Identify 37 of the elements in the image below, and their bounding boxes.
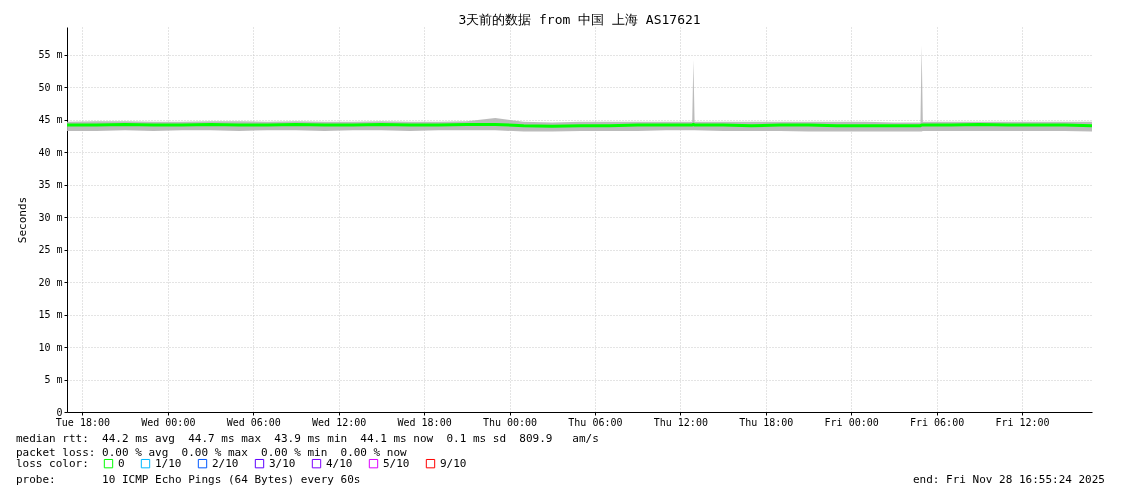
x-tick-label: Wed 12:00 [312,416,367,428]
x-tick-label: Thu 06:00 [568,416,623,428]
text: probe: 10 ICMP Echo Pings (64 Bytes) every 60s [16,473,361,486]
x-tick-label: Fri 12:00 [995,416,1050,428]
legend-title: loss color: [16,457,89,470]
y-tick-label: 0 [56,406,63,418]
legend-label: 3/10 [269,456,296,470]
legend-label: 5/10 [383,456,410,470]
y-tick-label: 40 m [38,146,63,158]
x-tick-label: Fri 06:00 [910,416,965,428]
text: packet loss: 0.00 % avg 0.00 % max 0.00 % min 0.00 % now [16,446,407,459]
x-tick-label: Wed 18:00 [397,416,452,428]
x-tick-label: Thu 00:00 [482,416,538,428]
y-tick-label: 30 m [38,211,63,223]
y-tick-label: 50 m [38,81,63,93]
chart-title: 3天前的数据 from 中国 上海 AS17621 [458,12,701,27]
text: median rtt: 44.2 ms avg 44.7 ms max 43.9 ms min 44.1 ms now 0.1 ms sd 809.9 am/s [16,432,599,445]
y-tick-label: 35 m [38,179,63,191]
x-tick-label: Thu 18:00 [739,416,794,428]
y-axis-title: Seconds [16,196,30,244]
x-tick-label: Wed 00:00 [141,416,196,428]
y-tick-label: 20 m [38,276,63,288]
x-tick-label: Tue 18:00 [55,416,111,428]
legend-label: 2/10 [212,456,239,470]
x-tick-label: Thu 12:00 [653,416,708,428]
legend-label: 4/10 [326,456,353,470]
legend-label: 9/10 [440,456,467,470]
y-tick-label: 55 m [38,49,63,61]
legend-label: 0 [118,456,125,470]
y-tick-label: 25 m [38,244,63,256]
y-tick-label: 15 m [38,309,63,321]
x-tick-label: Fri 00:00 [824,416,879,428]
y-tick-label: 5 m [44,374,63,386]
y-tick-label: 10 m [38,341,63,353]
x-tick-label: Wed 06:00 [226,416,281,428]
y-tick-label: 45 m [38,114,63,126]
text: end: Fri Nov 28 16:55:24 2025 [912,473,1105,486]
